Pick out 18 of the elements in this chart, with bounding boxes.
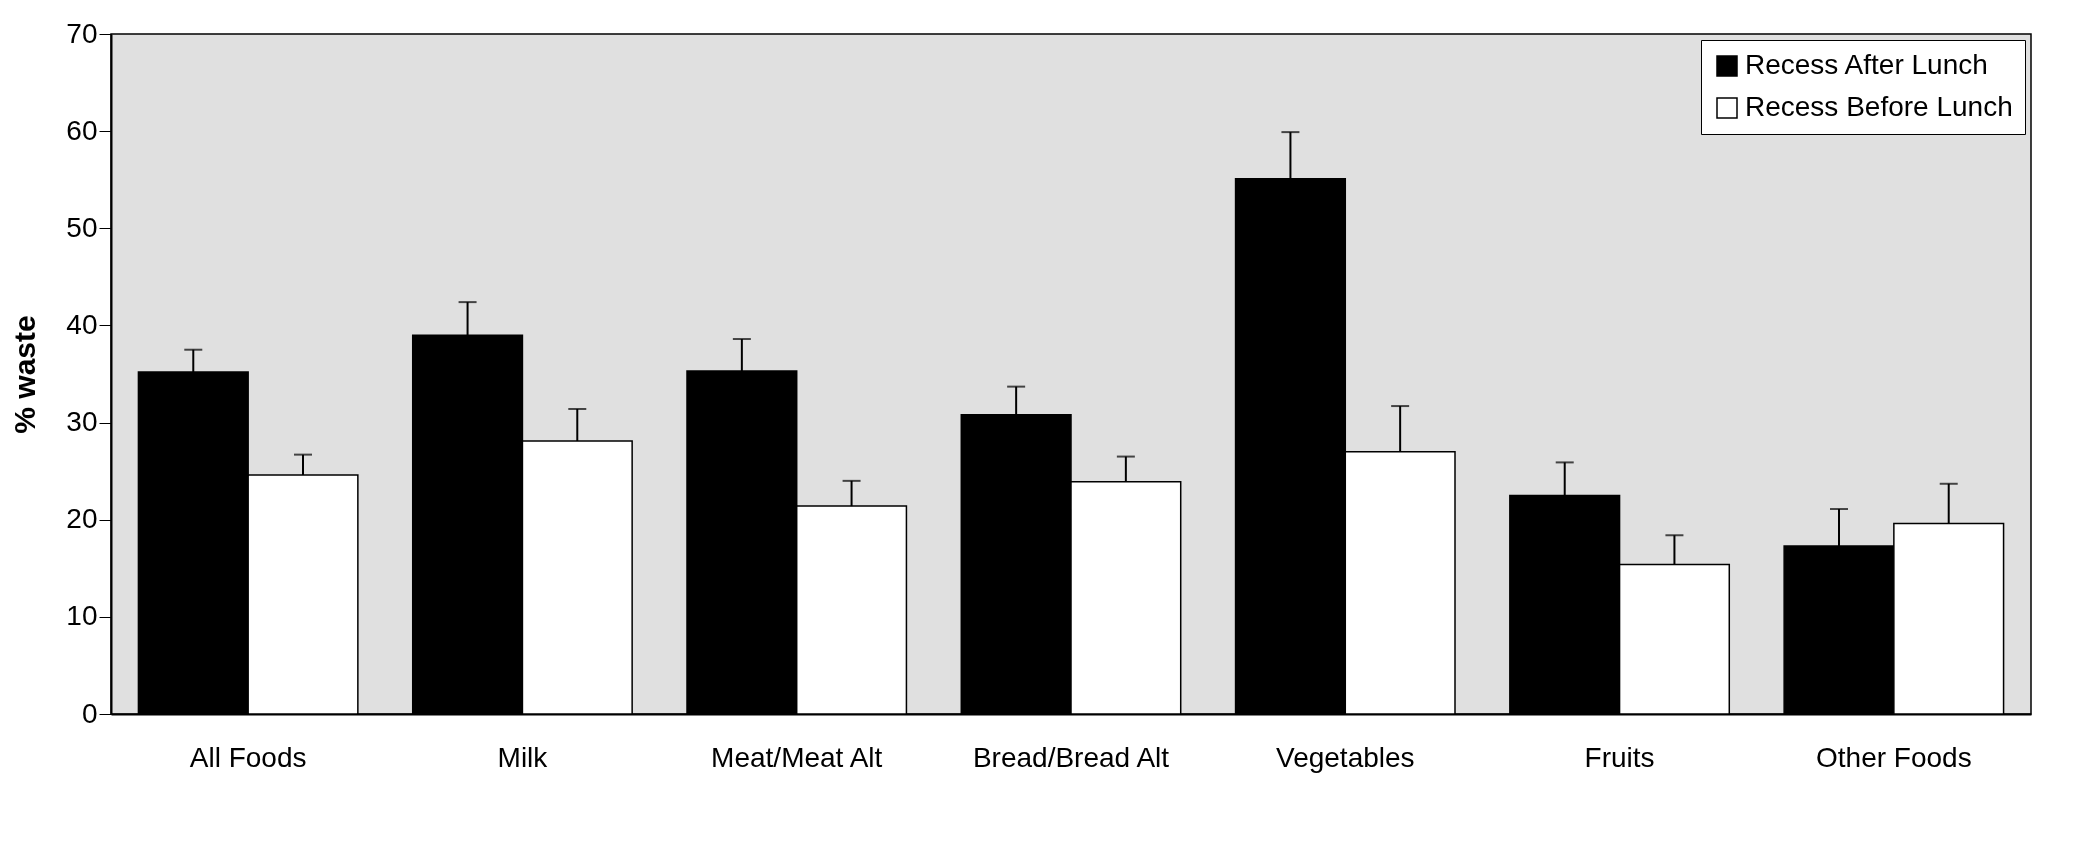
legend-label: Recess Before Lunch <box>1745 91 2013 122</box>
y-tick-label: 50 <box>66 211 98 243</box>
x-tick-label: Other Foods <box>1816 741 1972 773</box>
x-tick-label: All Foods <box>189 741 307 773</box>
y-tick-label: 20 <box>66 503 98 535</box>
x-tick-label: Bread/Bread Alt <box>972 741 1170 773</box>
y-tick-label: 70 <box>66 17 98 49</box>
y-tick-label: 30 <box>66 406 98 438</box>
y-tick-label: 0 <box>81 697 98 729</box>
x-tick-label: Meat/Meat Alt <box>711 741 883 773</box>
y-axis-title: % waste <box>8 315 42 434</box>
y-tick-label: 40 <box>66 308 98 340</box>
x-tick-label: Fruits <box>1584 741 1655 773</box>
y-tick-label: 10 <box>66 600 98 632</box>
y-tick-label: 60 <box>66 114 98 146</box>
legend-label: Recess After Lunch <box>1745 49 1988 80</box>
x-tick-label: Vegetables <box>1276 741 1415 773</box>
x-tick-label: Milk <box>497 741 549 773</box>
